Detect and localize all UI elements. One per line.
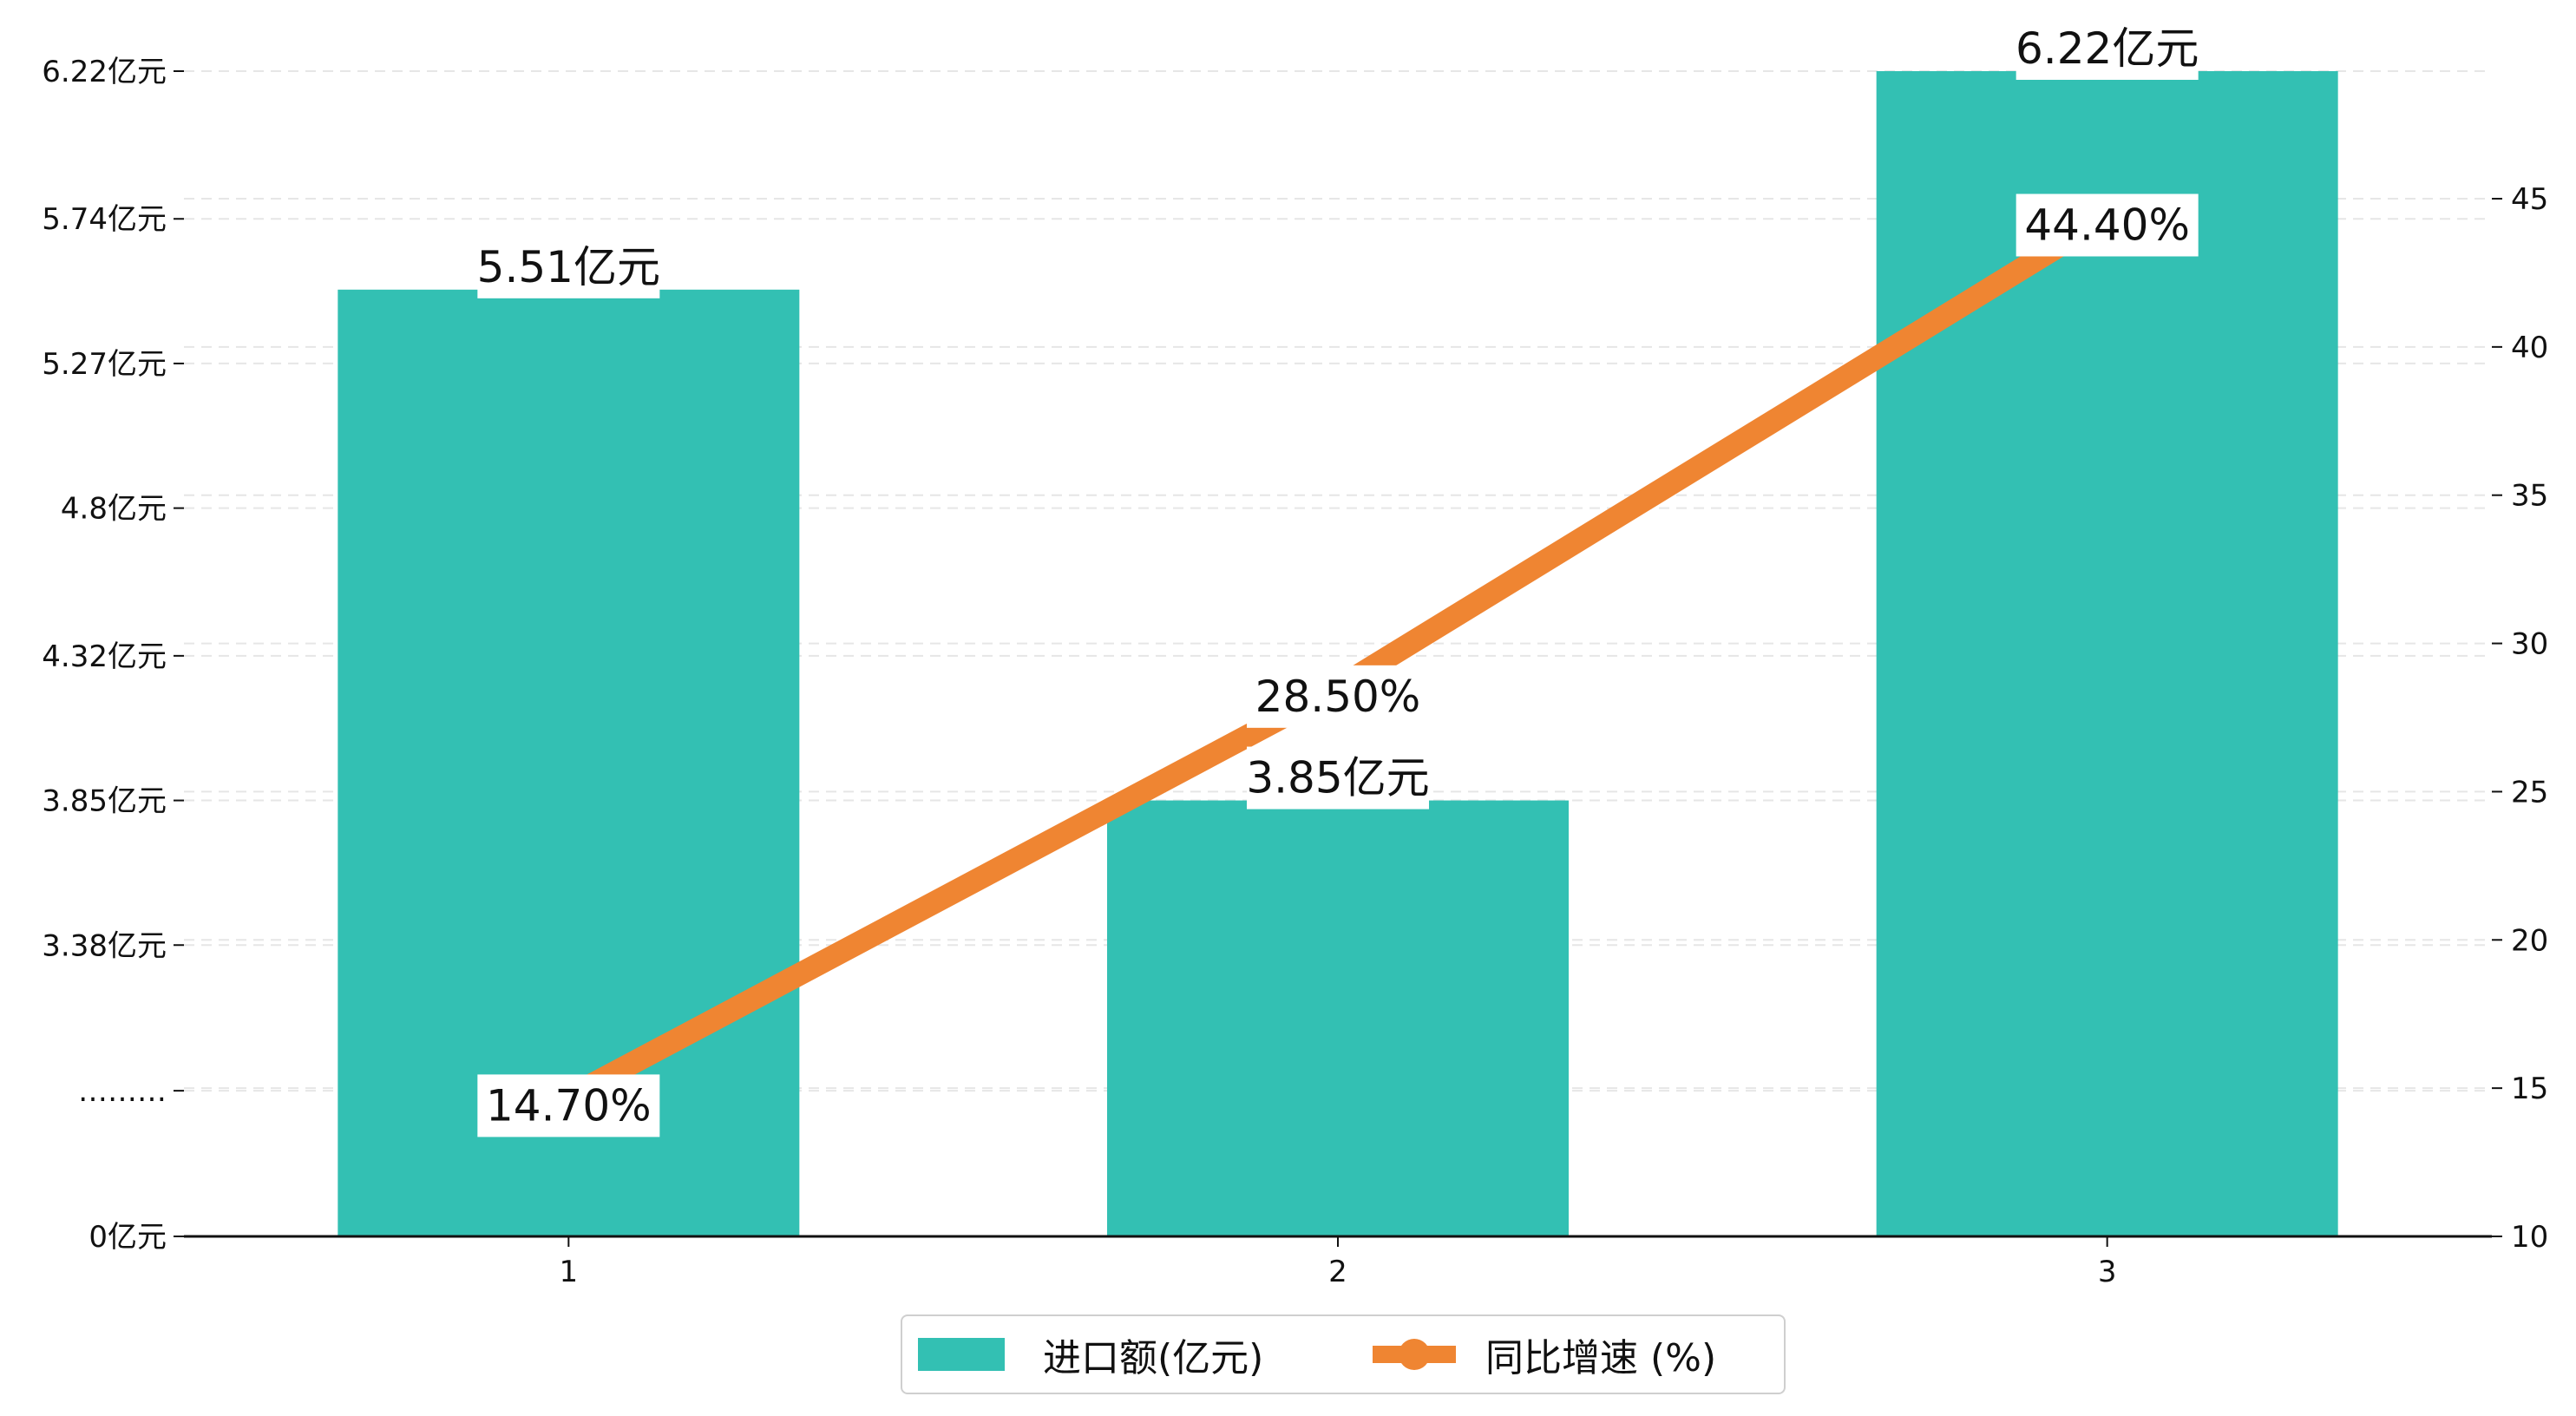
- x-tick-label: 3: [2098, 1255, 2117, 1289]
- x-tick-label: 1: [560, 1255, 579, 1289]
- right-tick-label: 40: [2511, 331, 2548, 365]
- bar-value-label: 6.22亿元: [2016, 23, 2199, 74]
- bar-value-label: 3.85亿元: [1246, 753, 1429, 803]
- line-value-label-box: [2016, 193, 2199, 257]
- right-tick-label: 20: [2511, 923, 2548, 958]
- data-labels: 5.51亿元 3.85亿元 6.22亿元 14.70% 28.50% 44.40%: [477, 17, 2199, 1137]
- left-y-axis: 0亿元 ……… 3.38亿元 3.85亿元 4.32亿元 4.8亿元 5.27亿元 5.74亿…: [42, 55, 184, 1255]
- left-tick-label: 3.85亿元: [42, 784, 167, 819]
- right-tick-label: 15: [2511, 1072, 2548, 1106]
- right-tick-label: 10: [2511, 1220, 2548, 1255]
- line-value-label: 44.40%: [2024, 200, 2190, 251]
- left-tick-label: 3.38亿元: [42, 928, 167, 963]
- left-tick-label: 0亿元: [88, 1220, 167, 1255]
- legend-label-line: 同比增速 (%): [1485, 1336, 1717, 1380]
- right-tick-label: 35: [2511, 479, 2548, 514]
- bar-value-label: 5.51亿元: [477, 242, 660, 292]
- bar: [1876, 71, 2338, 1236]
- legend-item-bar: 进口额(亿元): [918, 1316, 1263, 1393]
- x-axis: 1 2 3: [184, 1235, 2492, 1289]
- left-tick-label: 6.22亿元: [42, 55, 167, 89]
- bar-value-label-box: [1247, 746, 1429, 810]
- left-tick-label: 4.32亿元: [42, 639, 167, 674]
- x-tick-label: 2: [1328, 1255, 1347, 1289]
- right-y-axis: 10 15 20 25 30 35 40 45: [2492, 182, 2548, 1255]
- left-tick-label: ………: [78, 1074, 167, 1109]
- bar-value-label-box: [2016, 17, 2199, 80]
- right-tick-label: 25: [2511, 775, 2548, 810]
- left-tick-label: 5.74亿元: [42, 202, 167, 237]
- bar-value-label-box: [477, 235, 660, 298]
- line-value-label: 14.70%: [486, 1080, 652, 1131]
- line-value-label-box: [477, 1074, 660, 1137]
- bar: [1107, 800, 1569, 1236]
- line-value-label: 28.50%: [1255, 672, 1421, 722]
- legend-label-bar: 进口额(亿元): [1043, 1336, 1264, 1380]
- left-tick-label: 4.8亿元: [61, 492, 167, 527]
- left-tick-label: 5.27亿元: [42, 347, 167, 382]
- line-swatch: [1373, 1339, 1456, 1370]
- right-tick-label: 30: [2511, 627, 2548, 662]
- line-value-label-box: [1247, 665, 1429, 728]
- legend: 进口额(亿元) 同比增速 (%): [901, 1314, 1786, 1394]
- bar-swatch: [918, 1338, 1005, 1371]
- legend-item-line: 同比增速 (%): [1371, 1316, 1716, 1393]
- right-tick-label: 45: [2511, 182, 2548, 217]
- bar-series: [338, 71, 2338, 1236]
